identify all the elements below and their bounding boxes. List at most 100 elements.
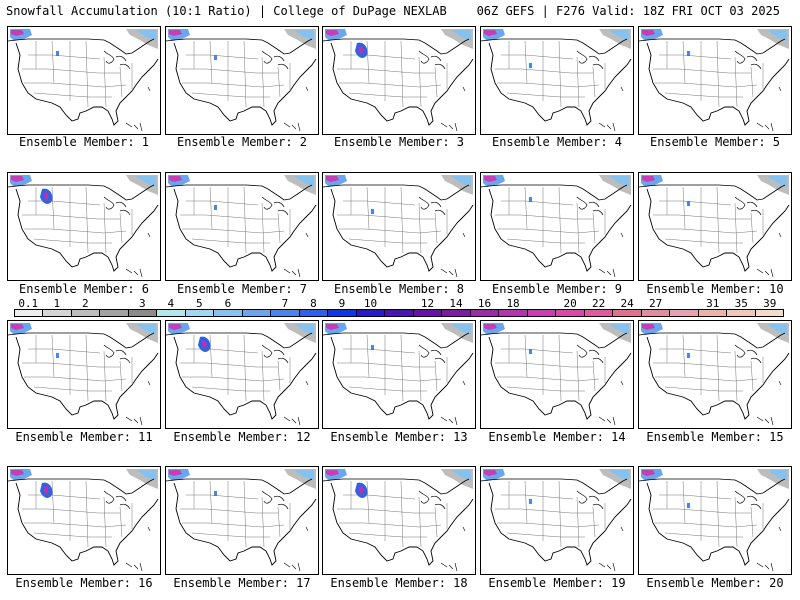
colorbar-swatch: [527, 310, 557, 316]
snowfall-colorbar: 0.1 1 2 3 4 5 6 7 8 9 10 12 14 16 18 20 22 24 27 31 35 39: [14, 298, 784, 318]
ensemble-member-label: Ensemble Member: 2: [176, 135, 308, 149]
ensemble-member-map: [322, 320, 476, 429]
ensemble-member-map: [7, 172, 161, 281]
colorbar-tick-label: 12: [420, 297, 435, 310]
colorbar-swatch: [727, 310, 756, 316]
header-valid-time: 06Z GEFS | F276 Valid: 18Z FRI OCT 03 20…: [476, 4, 780, 18]
ensemble-member-label: Ensemble Member: 5: [649, 135, 781, 149]
ensemble-member-label: Ensemble Member: 17: [173, 576, 311, 590]
colorbar-swatch: [328, 310, 357, 316]
colorbar-tick-label: 27: [649, 297, 663, 310]
colorbar-swatch: [100, 310, 129, 316]
ensemble-member-map: [638, 26, 792, 135]
us-map-outline: [8, 175, 159, 278]
colorbar-swatch: [698, 310, 728, 316]
us-map-outline: [8, 29, 159, 132]
colorbar-swatch: [15, 310, 44, 316]
us-map-outline: [323, 469, 474, 572]
us-map-outline: [639, 469, 790, 572]
ensemble-member-label: Ensemble Member: 1: [18, 135, 150, 149]
colorbar-swatch: [641, 310, 671, 316]
colorbar-tick-label: 20: [563, 297, 577, 310]
us-map-outline: [8, 323, 159, 426]
ensemble-member-label: Ensemble Member: 16: [15, 576, 153, 590]
colorbar-swatch: [613, 310, 642, 316]
ensemble-member-label: Ensemble Member: 7: [176, 282, 308, 296]
colorbar-swatch: [584, 310, 614, 316]
us-map-outline: [166, 469, 317, 572]
ensemble-member-map: [165, 466, 319, 575]
ensemble-member-map: [480, 320, 634, 429]
colorbar-tick-label: 4: [167, 297, 175, 310]
colorbar-tick-label: 39: [763, 297, 777, 310]
colorbar-swatch: [128, 310, 158, 316]
ensemble-member-label: Ensemble Member: 15: [646, 430, 784, 444]
ensemble-member-map: [322, 26, 476, 135]
colorbar-swatch: [413, 310, 443, 316]
ensemble-member-map: [322, 466, 476, 575]
colorbar-tick-label: 7: [281, 297, 289, 310]
ensemble-member-map: [165, 26, 319, 135]
us-map-outline: [481, 175, 632, 278]
colorbar-swatch: [556, 310, 585, 316]
colorbar-swatch: [71, 310, 101, 316]
header-title: Snowfall Accumulation (10:1 Ratio) | Col…: [6, 4, 447, 18]
colorbar-swatch: [470, 310, 500, 316]
ensemble-member-map: [7, 466, 161, 575]
us-map-outline: [639, 175, 790, 278]
us-map-outline: [481, 323, 632, 426]
colorbar-tick-label: 0.1: [18, 297, 39, 310]
us-map-outline: [166, 29, 317, 132]
ensemble-member-map: [638, 172, 792, 281]
colorbar-swatch: [242, 310, 272, 316]
colorbar-tick-label: 3: [139, 297, 146, 310]
us-map-outline: [166, 175, 317, 278]
us-map-outline: [323, 323, 474, 426]
colorbar-tick-label: 31: [706, 297, 720, 310]
colorbar-tick-label: 18: [506, 297, 520, 310]
ensemble-member-map: [480, 172, 634, 281]
ensemble-member-label: Ensemble Member: 19: [488, 576, 626, 590]
ensemble-member-label: Ensemble Member: 13: [330, 430, 468, 444]
colorbar-swatch: [271, 310, 300, 316]
ensemble-member-label: Ensemble Member: 3: [333, 135, 465, 149]
ensemble-member-map: [7, 26, 161, 135]
colorbar-tick-label: 24: [620, 297, 634, 310]
colorbar-tick-label: 9: [338, 297, 346, 310]
ensemble-member-label: Ensemble Member: 6: [18, 282, 150, 296]
colorbar-swatch: [755, 310, 784, 316]
colorbar-swatch: [356, 310, 386, 316]
ensemble-member-label: Ensemble Member: 18: [330, 576, 468, 590]
ensemble-member-map: [165, 320, 319, 429]
us-map-outline: [8, 469, 159, 572]
colorbar-swatch: [670, 310, 699, 316]
colorbar-swatch: [385, 310, 414, 316]
ensemble-member-map: [322, 172, 476, 281]
ensemble-member-label: Ensemble Member: 14: [488, 430, 626, 444]
colorbar-swatch: [442, 310, 471, 316]
ensemble-member-label: Ensemble Member: 12: [173, 430, 311, 444]
ensemble-member-map: [7, 320, 161, 429]
colorbar-tick-label: 14: [449, 297, 463, 310]
colorbar-tick-label: 2: [81, 297, 89, 310]
colorbar-swatch: [185, 310, 215, 316]
ensemble-member-label: Ensemble Member: 11: [15, 430, 153, 444]
colorbar-tick-label: 1: [53, 297, 61, 310]
colorbar-tick-label: 22: [592, 297, 606, 310]
colorbar-tick-label: 5: [196, 297, 203, 310]
ensemble-member-label: Ensemble Member: 10: [646, 282, 784, 296]
ensemble-member-map: [638, 466, 792, 575]
ensemble-member-label: Ensemble Member: 4: [491, 135, 623, 149]
ensemble-member-map: [480, 26, 634, 135]
ensemble-member-label: Ensemble Member: 20: [646, 576, 784, 590]
us-map-outline: [639, 323, 790, 426]
colorbar-swatch: [157, 310, 186, 316]
us-map-outline: [323, 175, 474, 278]
us-map-outline: [481, 469, 632, 572]
us-map-outline: [323, 29, 474, 132]
ensemble-member-map: [480, 466, 634, 575]
ensemble-member-map: [165, 172, 319, 281]
colorbar-tick-label: 35: [734, 297, 748, 310]
colorbar-tick-label: 16: [477, 297, 492, 310]
us-map-outline: [166, 323, 317, 426]
